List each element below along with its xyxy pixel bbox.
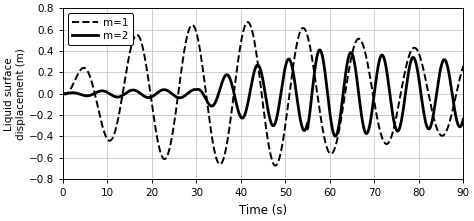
Line: m=1: m=1 [63,22,463,166]
m=2 [198,90,204,92]
m=2 [366,129,372,131]
m=2 [332,135,338,137]
m=2 [460,118,466,121]
Y-axis label: Liquid surface
displacement (m): Liquid surface displacement (m) [4,48,26,140]
m=2 [317,49,323,51]
m=1 [183,38,189,40]
m=1 [60,92,66,95]
m=1 [301,27,306,29]
m=1 [366,67,372,70]
m=1 [245,21,251,23]
m=1 [438,134,444,137]
m=2 [183,93,189,96]
m=1 [198,56,204,58]
X-axis label: Time (s): Time (s) [239,204,287,217]
m=2 [164,89,169,91]
m=1 [460,65,466,67]
m=2 [60,92,66,95]
Line: m=2: m=2 [63,50,463,136]
m=1 [164,157,169,159]
Legend: m=1, m=2: m=1, m=2 [68,13,133,45]
m=1 [273,164,278,167]
m=2 [438,67,444,70]
m=2 [301,128,306,131]
